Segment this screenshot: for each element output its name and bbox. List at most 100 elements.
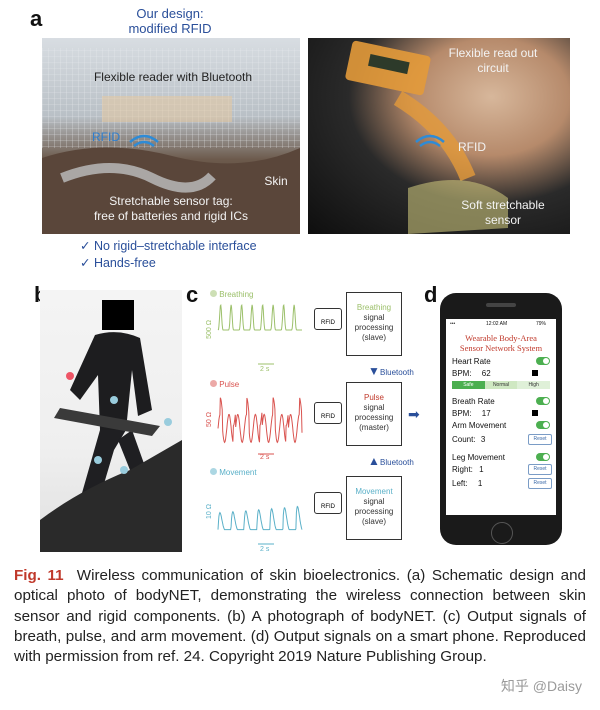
leg-right-row: Right: 1 bbox=[452, 465, 484, 474]
breathing-box-line1: signal bbox=[363, 313, 385, 322]
pulse-box-line1: signal bbox=[363, 403, 385, 412]
soft-sensor-line2: sensor bbox=[484, 213, 522, 227]
leg-movement-toggle[interactable] bbox=[536, 453, 550, 461]
bodynet-photo bbox=[40, 290, 182, 552]
sensor-photo: Flexible read out circuit RFID Soft stre… bbox=[308, 38, 570, 234]
readout-circuit-label: Flexible read out circuit bbox=[428, 46, 558, 76]
breathing-box-line2: processing bbox=[354, 323, 394, 332]
watermark: 知乎 @Daisy bbox=[500, 678, 582, 694]
movement-box-line1: signal bbox=[363, 497, 385, 506]
movement-box-title: Movement bbox=[355, 487, 393, 496]
leg-left-reset-button[interactable]: Reset bbox=[528, 478, 552, 489]
check-no-interface: ✓ No rigid–stretchable interface bbox=[80, 239, 257, 253]
arm-count-label: Count: bbox=[452, 435, 476, 444]
design-title-block: Our design: modified RFID bbox=[110, 6, 230, 36]
rfid-chip-movement: RFID bbox=[314, 492, 342, 514]
readout-line2: circuit bbox=[477, 61, 509, 75]
pulse-scale: 50 Ω bbox=[205, 412, 213, 427]
rfid-chip-pulse: RFID bbox=[314, 402, 342, 424]
signal-title-pulse: Pulse bbox=[210, 380, 239, 389]
arm-count-row: Count: 3 bbox=[452, 435, 485, 444]
movement-processing-box: Movement signal processing (slave) bbox=[346, 476, 402, 540]
leg-movement-label: Leg Movement bbox=[452, 453, 505, 462]
arrow-up-icon: ▲ bbox=[368, 454, 380, 468]
status-carrier: ••• bbox=[450, 321, 456, 327]
sensor-tag-line2: free of batteries and rigid ICs bbox=[93, 209, 249, 223]
movement-time: 2 s bbox=[260, 546, 270, 553]
pulse-time: 2 s bbox=[260, 454, 270, 461]
leg-left-value: 1 bbox=[477, 479, 483, 488]
heart-bpm-value: 62 bbox=[481, 369, 491, 378]
panel-d-letter: d bbox=[424, 282, 438, 307]
panel-a-letter: a bbox=[30, 6, 43, 31]
bluetooth-label-bottom: Bluetooth bbox=[380, 458, 414, 467]
leg-right-reset-button[interactable]: Reset bbox=[528, 464, 552, 475]
movement-label: Movement bbox=[219, 468, 257, 477]
pulse-dot bbox=[210, 380, 217, 387]
movement-dot bbox=[210, 468, 217, 475]
skin-label: Skin bbox=[264, 174, 288, 188]
breath-bpm-label: BPM: bbox=[452, 409, 472, 418]
breath-rate-toggle[interactable] bbox=[536, 397, 550, 405]
arrow-right-icon: ➡ bbox=[408, 406, 420, 422]
heart-bpm-label: BPM: bbox=[452, 369, 472, 378]
breathing-processing-box: Breathing signal processing (slave) bbox=[346, 292, 402, 356]
app-title-line1: Wearable Body-Area bbox=[465, 333, 537, 343]
breathing-dot bbox=[210, 290, 217, 297]
signal-trace-breathing bbox=[217, 303, 302, 331]
pulse-box-role: (master) bbox=[359, 423, 389, 432]
app-title-line2: Sensor Network System bbox=[459, 343, 543, 353]
breathing-time: 2 s bbox=[260, 366, 270, 373]
breath-bpm-row: BPM: 17 bbox=[452, 409, 491, 418]
bluetooth-label-top: Bluetooth bbox=[380, 368, 414, 377]
pulse-label: Pulse bbox=[219, 380, 240, 389]
arm-movement-label: Arm Movement bbox=[452, 421, 507, 430]
leg-left-label: Left: bbox=[452, 479, 468, 488]
check-hands-free: ✓ Hands-free bbox=[80, 256, 156, 270]
arm-count-value: 3 bbox=[480, 435, 486, 444]
signal-trace-pulse bbox=[217, 397, 303, 444]
panel-c-letter: c bbox=[186, 282, 199, 307]
heart-rate-label: Heart Rate bbox=[452, 357, 491, 366]
pulse-box-title: Pulse bbox=[363, 393, 384, 402]
sensor-tag-label: Stretchable sensor tag: free of batterie… bbox=[76, 194, 266, 224]
leg-left-row: Left: 1 bbox=[452, 479, 482, 488]
speaker-slot bbox=[486, 303, 516, 307]
arrow-down-icon: ▼ bbox=[368, 364, 380, 378]
movement-scale: 10 Ω bbox=[205, 504, 213, 519]
pulse-box-line2: processing bbox=[354, 413, 394, 422]
scale-high: High bbox=[517, 381, 551, 389]
heart-indicator bbox=[532, 370, 538, 376]
rate-scale: Safe Normal High bbox=[452, 381, 551, 389]
scale-normal: Normal bbox=[484, 381, 518, 389]
scale-safe: Safe bbox=[452, 381, 485, 389]
phone-screen: ••• 12:02 AM 79% Wearable Body-Area Sens… bbox=[446, 319, 556, 515]
movement-box-line2: processing bbox=[354, 507, 394, 516]
signal-traces bbox=[217, 303, 303, 545]
signal-panel: Breathing Pulse Movement 500 Ω 50 Ω 10 Ω… bbox=[196, 286, 436, 556]
signal-trace-movement bbox=[217, 505, 303, 531]
sensor-photo-drawing bbox=[345, 40, 508, 234]
soft-sensor-line1: Soft stretchable bbox=[461, 198, 545, 212]
signal-title-breathing: Breathing bbox=[210, 290, 253, 299]
arm-reset-button[interactable]: Reset bbox=[528, 434, 552, 445]
breathing-box-title: Breathing bbox=[356, 303, 392, 312]
reader-label: Flexible reader with Bluetooth bbox=[93, 70, 253, 84]
schematic-image: Flexible reader with Bluetooth RFID Skin… bbox=[42, 38, 300, 234]
photo-rfid-label: RFID bbox=[458, 140, 486, 154]
soft-sensor-label: Soft stretchable sensor bbox=[448, 198, 558, 228]
readout-line1: Flexible read out bbox=[448, 46, 538, 60]
breath-bpm-value: 17 bbox=[481, 409, 491, 418]
arm-movement-toggle[interactable] bbox=[536, 421, 550, 429]
sensor-tag-line1: Stretchable sensor tag: bbox=[109, 194, 233, 208]
leg-right-label: Right: bbox=[452, 465, 473, 474]
app-title: Wearable Body-Area Sensor Network System bbox=[446, 333, 556, 353]
heart-rate-toggle[interactable] bbox=[536, 357, 550, 365]
home-button[interactable] bbox=[491, 522, 513, 544]
design-subtitle: modified RFID bbox=[128, 21, 212, 36]
design-title: Our design: bbox=[136, 6, 204, 21]
schematic-drawing bbox=[42, 48, 300, 234]
status-time: 12:02 AM bbox=[486, 321, 508, 327]
person-figure bbox=[40, 300, 182, 552]
pulse-processing-box: Pulse signal processing (master) bbox=[346, 382, 402, 446]
